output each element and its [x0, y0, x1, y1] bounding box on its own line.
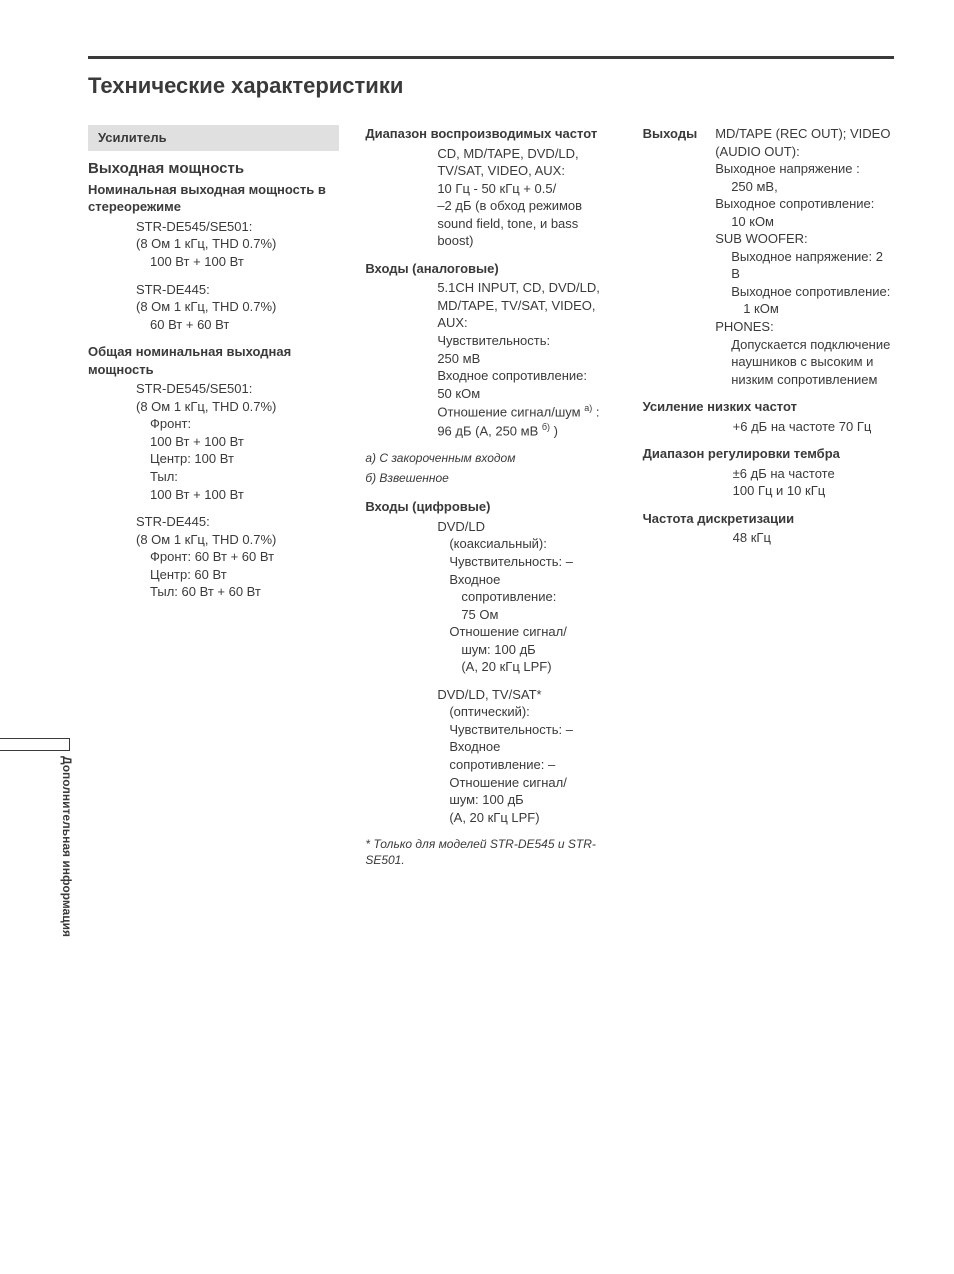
heading-total-power: Общая номинальная выходная мощность — [88, 343, 339, 378]
footnote-sup-a: а) — [584, 403, 592, 413]
footnote-sup-b: б) — [542, 422, 550, 432]
spec-digital-input-coax: DVD/LD (коаксиальный): Чувствительность:… — [437, 518, 616, 676]
heading-sample-rate: Частота дискретизации — [643, 510, 894, 528]
digital-model: DVD/LD — [437, 518, 616, 536]
power-value: 60 Вт + 60 Вт — [150, 316, 339, 334]
spec-analog-inputs: 5.1CH INPUT, CD, DVD/LD, MD/TAPE, TV/SAT… — [437, 279, 616, 440]
spec-digital-input-optical: DVD/LD, TV/SAT* (оптический): Чувствител… — [437, 686, 616, 826]
rear-label: Тыл: — [150, 468, 339, 486]
spec-frequency-range: CD, MD/TAPE, DVD/LD, TV/SAT, VIDEO, AUX:… — [437, 145, 616, 250]
section-header-amplifier: Усилитель — [88, 125, 339, 151]
tone-value-1: ±6 дБ на частоте — [733, 465, 894, 483]
condition-text: (8 Ом 1 кГц, THD 0.7%) — [136, 298, 339, 316]
digital-imp-l1: Входное — [449, 571, 616, 589]
analog-sensitivity-value: 250 мВ — [437, 350, 616, 368]
rear-value: Тыл: 60 Вт + 60 Вт — [150, 583, 339, 601]
bass-boost-value: +6 дБ на частоте 70 Гц — [733, 418, 894, 436]
heading-output-power: Выходная мощность — [88, 159, 339, 179]
tone-value-2: 100 Гц и 10 кГц — [733, 482, 894, 500]
digital-model: DVD/LD, TV/SAT* — [437, 686, 616, 704]
digital-sn-l1: Отношение сигнал/ — [449, 623, 616, 641]
output-phones-header: PHONES: — [715, 318, 894, 336]
digital-sn-l2: шум: 100 дБ — [449, 791, 616, 809]
freq-value-2: –2 дБ (в обход режимов sound field, tone… — [437, 197, 616, 250]
freq-value-1: 10 Гц - 50 кГц + 0.5/ — [437, 180, 616, 198]
model-label: STR-DE545/SE501: — [136, 380, 339, 398]
heading-analog-inputs: Входы (аналоговые) — [365, 260, 616, 278]
top-horizontal-rule — [88, 56, 894, 59]
column-inputs: Диапазон воспроизводимых частот CD, MD/T… — [365, 125, 616, 869]
front-label: Фронт: — [150, 415, 339, 433]
output-subwoofer-header: SUB WOOFER: — [715, 230, 894, 248]
sn-close: ) — [550, 423, 558, 438]
content-columns: Усилитель Выходная мощность Номинальная … — [88, 125, 894, 869]
digital-imp-value: 75 Ом — [461, 606, 616, 624]
analog-sn-ratio: Отношение сигнал/шум а) : 96 дБ (A, 250 … — [437, 402, 616, 440]
heading-digital-inputs: Входы (цифровые) — [365, 498, 616, 516]
side-tab-label: Дополнительная информация — [60, 756, 74, 937]
model-label: STR-DE545/SE501: — [136, 218, 339, 236]
digital-sn-l1: Отношение сигнал/ — [449, 774, 616, 792]
freq-sources: CD, MD/TAPE, DVD/LD, TV/SAT, VIDEO, AUX: — [437, 145, 616, 180]
center-value: Центр: 100 Вт — [150, 450, 339, 468]
digital-sn-l3: (A, 20 кГц LPF) — [449, 809, 616, 827]
rear-value: 100 Вт + 100 Вт — [150, 486, 339, 504]
model-label: STR-DE445: — [136, 513, 339, 531]
heading-tone-range: Диапазон регулировки тембра — [643, 445, 894, 463]
output-voltage-value: 250 мВ, — [731, 178, 894, 196]
output-voltage-label: Выходное напряжение : — [715, 160, 894, 178]
footnote-b: б) Взвешенное — [365, 470, 616, 486]
phones-text: Допускается подключение наушников с высо… — [731, 336, 894, 389]
digital-imp-l2: сопротивление: – — [449, 756, 616, 774]
model-label: STR-DE445: — [136, 281, 339, 299]
footnote-star: * Только для моделей STR-DE545 и STR-SE5… — [365, 836, 616, 868]
analog-impedance-label: Входное сопротивление: — [437, 367, 616, 385]
output-impedance-label: Выходное сопротивление: — [715, 195, 894, 213]
output-rec-video: MD/TAPE (REC OUT); VIDEO (AUDIO OUT): — [715, 125, 894, 160]
heading-nominal-power: Номинальная выходная мощность в стереоре… — [88, 181, 339, 216]
condition-text: (8 Ом 1 кГц, THD 0.7%) — [136, 531, 339, 549]
condition-text: (8 Ом 1 кГц, THD 0.7%) — [136, 235, 339, 253]
condition-text: (8 Ом 1 кГц, THD 0.7%) — [136, 398, 339, 416]
front-value: Фронт: 60 Вт + 60 Вт — [150, 548, 339, 566]
digital-type: (оптический): — [449, 703, 616, 721]
spec-outputs: Выходы MD/TAPE (REC OUT); VIDEO (AUDIO O… — [643, 125, 894, 388]
subwoofer-impedance-value: 1 кОм — [743, 300, 894, 318]
spec-nominal-1: STR-DE545/SE501: (8 Ом 1 кГц, THD 0.7%) … — [136, 218, 339, 271]
subwoofer-impedance-label: Выходное сопротивление: — [731, 283, 894, 301]
analog-sources: 5.1CH INPUT, CD, DVD/LD, MD/TAPE, TV/SAT… — [437, 279, 616, 332]
digital-sensitivity: Чувствительность: – — [449, 721, 616, 739]
digital-sn-l3: (A, 20 кГц LPF) — [461, 658, 616, 676]
sn-text: Отношение сигнал/шум — [437, 405, 584, 420]
outputs-label: Выходы — [643, 125, 698, 386]
digital-imp-l1: Входное — [449, 738, 616, 756]
column-outputs: Выходы MD/TAPE (REC OUT); VIDEO (AUDIO O… — [643, 125, 894, 869]
heading-bass-boost: Усиление низких частот — [643, 398, 894, 416]
spec-nominal-2: STR-DE445: (8 Ом 1 кГц, THD 0.7%) 60 Вт … — [136, 281, 339, 334]
center-value: Центр: 60 Вт — [150, 566, 339, 584]
digital-imp-l2: сопротивление: — [461, 588, 616, 606]
output-impedance-value: 10 кОм — [731, 213, 894, 231]
power-value: 100 Вт + 100 Вт — [150, 253, 339, 271]
outputs-body: MD/TAPE (REC OUT); VIDEO (AUDIO OUT): Вы… — [715, 125, 894, 388]
side-tab-divider — [0, 738, 70, 751]
footnote-a: а) С закороченным входом — [365, 450, 616, 466]
digital-type: (коаксиальный): — [449, 535, 616, 553]
digital-sensitivity: Чувствительность: – — [449, 553, 616, 571]
spec-total-2: STR-DE445: (8 Ом 1 кГц, THD 0.7%) Фронт:… — [136, 513, 339, 601]
heading-frequency-range: Диапазон воспроизводимых частот — [365, 125, 616, 143]
sample-rate-value: 48 кГц — [733, 529, 894, 547]
analog-impedance-value: 50 кОм — [437, 385, 616, 403]
column-amplifier: Усилитель Выходная мощность Номинальная … — [88, 125, 339, 869]
spec-total-1: STR-DE545/SE501: (8 Ом 1 кГц, THD 0.7%) … — [136, 380, 339, 503]
page-title: Технические характеристики — [88, 73, 894, 99]
front-value: 100 Вт + 100 Вт — [150, 433, 339, 451]
subwoofer-voltage: Выходное напряжение: 2 В — [731, 248, 894, 283]
digital-sn-l2: шум: 100 дБ — [461, 641, 616, 659]
analog-sensitivity-label: Чувствительность: — [437, 332, 616, 350]
